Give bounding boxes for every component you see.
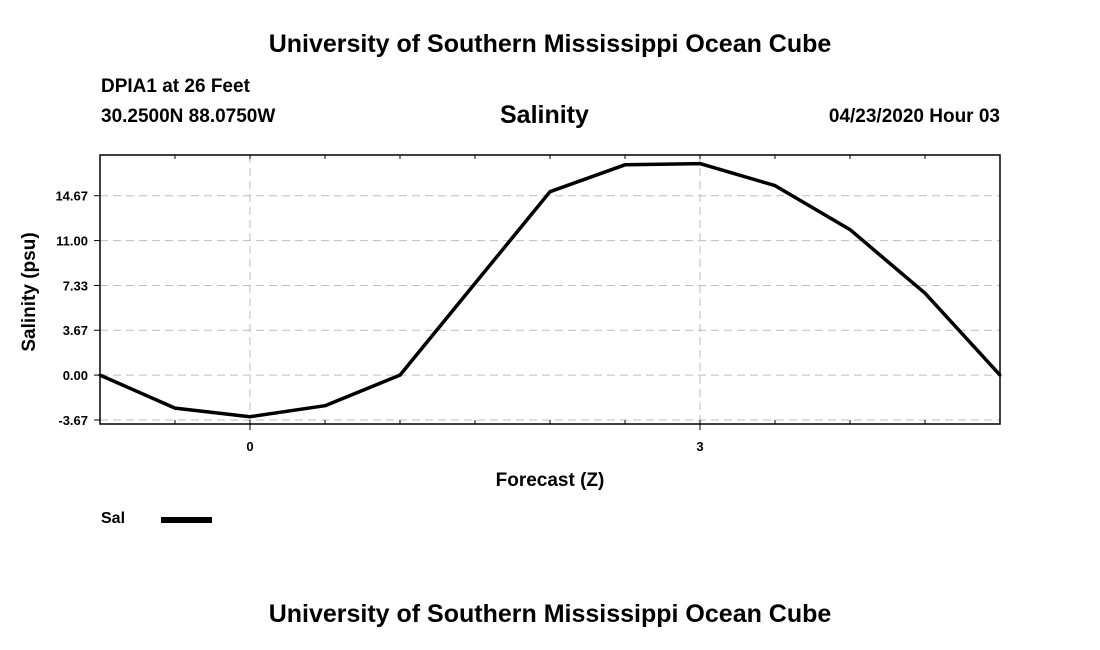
x-axis-label: Forecast (Z) bbox=[496, 470, 605, 491]
series-line-sal bbox=[99, 161, 1002, 419]
y-tick-label: 14.67 bbox=[55, 189, 88, 204]
x-tick-label: 3 bbox=[696, 439, 703, 454]
y-axis-label: Salinity (psu) bbox=[19, 232, 40, 351]
legend-swatch bbox=[161, 517, 212, 523]
tick-layer: -3.67 0.00 3.67 7.33 11.00 14.67 0 3 bbox=[55, 155, 1001, 454]
y-tick-label: -3.67 bbox=[58, 413, 88, 428]
data-point bbox=[548, 190, 552, 194]
grid-layer bbox=[100, 155, 1000, 424]
data-point bbox=[923, 291, 927, 295]
y-tick-label: 7.33 bbox=[63, 278, 88, 293]
valid-time-label: 04/23/2020 Hour 03 bbox=[828, 106, 1000, 127]
data-point bbox=[323, 404, 327, 408]
y-tick-label: 3.67 bbox=[63, 323, 88, 338]
station-label: DPIA1 at 26 Feet bbox=[101, 76, 250, 97]
y-tick-label: 0.00 bbox=[63, 368, 88, 383]
chart-title: Salinity bbox=[500, 101, 589, 129]
x-tick-label: 0 bbox=[246, 439, 253, 454]
data-point bbox=[698, 162, 702, 166]
data-point bbox=[623, 163, 627, 167]
data-point bbox=[773, 184, 777, 188]
page-title: University of Southern Mississippi Ocean… bbox=[268, 30, 832, 58]
coordinates-label: 30.2500N 88.0750W bbox=[101, 106, 276, 127]
data-point bbox=[248, 415, 252, 419]
data-point bbox=[173, 406, 177, 410]
footer-title: University of Southern Mississippi Ocean… bbox=[268, 600, 832, 628]
data-point bbox=[473, 281, 477, 285]
legend-label: Sal bbox=[101, 510, 126, 527]
data-point bbox=[848, 228, 852, 232]
series-layer bbox=[98, 161, 1002, 419]
y-tick-label: 11.00 bbox=[56, 234, 88, 249]
data-point bbox=[398, 373, 402, 377]
